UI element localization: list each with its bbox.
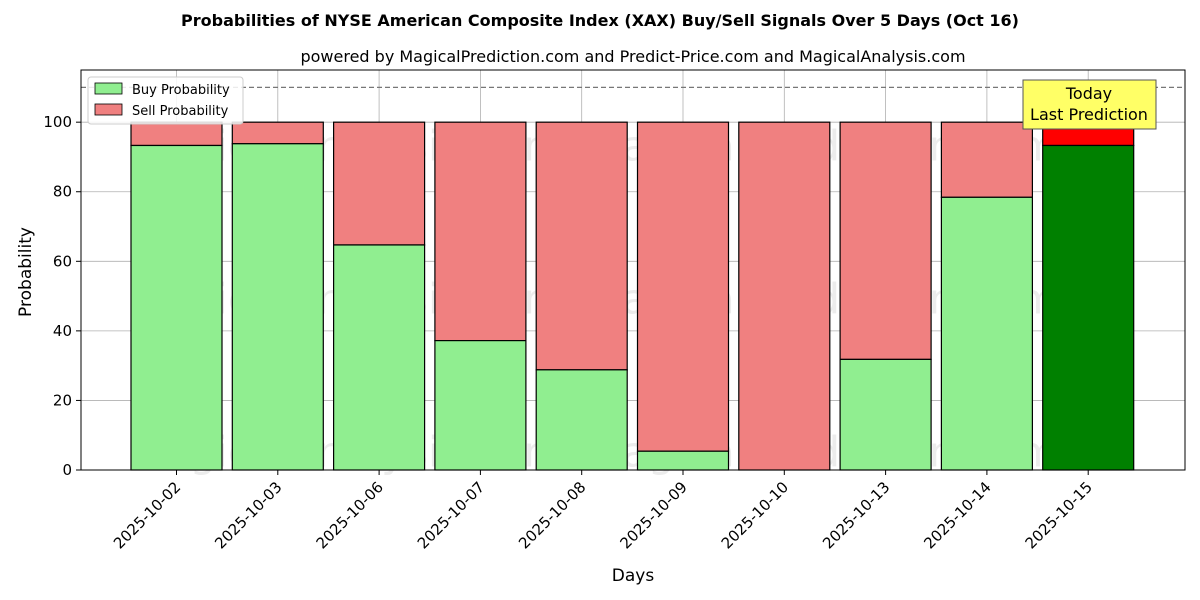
chart-title: Probabilities of NYSE American Composite… bbox=[181, 11, 1019, 30]
y-tick-label: 40 bbox=[53, 322, 72, 340]
x-tick-label: 2025-10-02 bbox=[110, 478, 184, 552]
annotation-box bbox=[1022, 79, 1157, 130]
x-tick-label: 2025-10-07 bbox=[414, 478, 488, 552]
y-axis-label: Probability bbox=[16, 227, 36, 317]
legend-swatch-buy bbox=[94, 82, 123, 95]
bar-buy-2025-10-03 bbox=[231, 143, 324, 471]
bar-sell-2025-10-13 bbox=[839, 121, 932, 360]
chart-subtitle: powered by MagicalPrediction.com and Pre… bbox=[300, 47, 965, 66]
bar-sell-2025-10-08 bbox=[535, 121, 628, 371]
y-tick-label: 100 bbox=[43, 113, 72, 131]
y-tick-label: 80 bbox=[53, 183, 72, 201]
bar-buy-2025-10-09 bbox=[636, 450, 730, 471]
bar-buy-2025-10-13 bbox=[839, 358, 932, 471]
bar-buy-2025-10-14 bbox=[940, 196, 1034, 471]
bar-sell-2025-10-02 bbox=[130, 121, 223, 147]
bars bbox=[130, 121, 1135, 471]
bar-buy-2025-10-08 bbox=[535, 369, 628, 471]
annotation-line2: Last Prediction bbox=[1030, 105, 1148, 124]
x-tick-label: 2025-10-06 bbox=[313, 478, 387, 552]
bar-sell-2025-10-07 bbox=[434, 121, 527, 342]
bar-sell-2025-10-10 bbox=[738, 121, 831, 471]
y-tick-label: 60 bbox=[53, 252, 72, 270]
x-tick-label: 2025-10-03 bbox=[211, 478, 285, 552]
bar-buy-2025-10-06 bbox=[333, 244, 426, 471]
legend-label-sell: Sell Probability bbox=[132, 104, 229, 119]
x-tick-label: 2025-10-08 bbox=[515, 478, 589, 552]
x-tick-label: 2025-10-14 bbox=[920, 478, 994, 552]
x-tick-label: 2025-10-10 bbox=[718, 478, 792, 552]
bar-sell-2025-10-06 bbox=[333, 121, 426, 246]
legend-label-buy: Buy Probability bbox=[132, 83, 230, 98]
legend: Buy Probability Sell Probability bbox=[87, 76, 244, 125]
bar-buy-2025-10-02 bbox=[130, 144, 223, 471]
x-tick-label: 2025-10-09 bbox=[616, 478, 690, 552]
bar-sell-2025-10-03 bbox=[231, 121, 324, 145]
y-tick-label: 20 bbox=[53, 391, 72, 409]
legend-box bbox=[87, 76, 244, 125]
bar-sell-2025-10-09 bbox=[636, 121, 730, 452]
x-tick-label: 2025-10-15 bbox=[1022, 478, 1096, 552]
plot-frame bbox=[80, 69, 1186, 471]
bar-buy-2025-10-07 bbox=[434, 340, 527, 471]
today-annotation: Today Last Prediction bbox=[1022, 79, 1157, 130]
bar-sell-2025-10-14 bbox=[940, 121, 1034, 198]
y-tick-label: 0 bbox=[62, 461, 72, 479]
y-axis-ticks: 0 20 40 60 80 100 bbox=[43, 113, 81, 479]
legend-swatch-sell bbox=[94, 103, 123, 116]
annotation-line1: Today bbox=[1065, 84, 1112, 103]
bar-buy-2025-10-15 bbox=[1042, 144, 1135, 471]
x-tick-label: 2025-10-13 bbox=[819, 478, 893, 552]
x-axis-label: Days bbox=[612, 566, 655, 586]
x-axis-ticks: 2025-10-02 2025-10-03 2025-10-06 2025-10-07… bbox=[110, 470, 1096, 552]
